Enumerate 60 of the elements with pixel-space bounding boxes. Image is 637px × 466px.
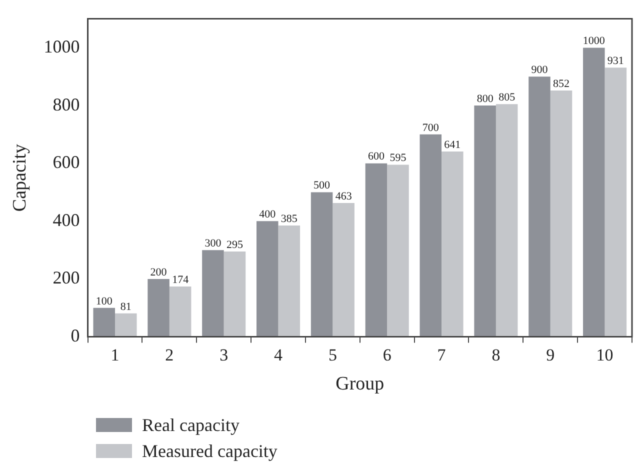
data-label: 641 bbox=[444, 138, 461, 151]
bar bbox=[224, 252, 246, 336]
data-label: 463 bbox=[335, 190, 352, 202]
x-tick-label: 6 bbox=[382, 345, 392, 364]
data-label: 200 bbox=[150, 266, 168, 278]
y-axis-title: Capacity bbox=[9, 144, 30, 212]
data-label: 174 bbox=[172, 274, 190, 286]
legend-label: Real capacity bbox=[142, 414, 240, 436]
x-axis-title: Group bbox=[336, 374, 384, 395]
legend-label: Measured capacity bbox=[142, 440, 278, 462]
bar bbox=[365, 163, 388, 336]
data-label: 800 bbox=[476, 92, 494, 105]
data-label: 385 bbox=[280, 212, 298, 225]
bar bbox=[169, 286, 192, 336]
data-label: 81 bbox=[120, 300, 132, 313]
y-tick-label: 800 bbox=[52, 94, 80, 114]
y-tick-label: 200 bbox=[52, 268, 80, 288]
y-tick-label: 0 bbox=[70, 326, 80, 346]
x-tick-label: 7 bbox=[437, 345, 446, 364]
bar bbox=[332, 202, 354, 336]
data-label: 300 bbox=[204, 237, 222, 250]
x-tick-label: 2 bbox=[165, 345, 174, 364]
bar bbox=[278, 226, 300, 336]
bar bbox=[604, 68, 627, 336]
bar bbox=[528, 76, 550, 336]
bar bbox=[583, 48, 605, 336]
data-label: 900 bbox=[531, 64, 548, 76]
bar bbox=[310, 192, 333, 336]
bar bbox=[474, 106, 496, 336]
data-label: 595 bbox=[390, 152, 407, 164]
data-label: 500 bbox=[314, 180, 331, 192]
x-tick-label: 3 bbox=[220, 345, 228, 364]
data-label: 700 bbox=[422, 122, 440, 134]
bar bbox=[420, 134, 442, 336]
bar bbox=[387, 164, 409, 336]
x-tick-label: 8 bbox=[492, 345, 500, 364]
bar bbox=[256, 221, 278, 336]
x-tick-label: 1 bbox=[110, 345, 120, 364]
data-label: 852 bbox=[553, 78, 570, 90]
x-tick-label: 5 bbox=[328, 345, 337, 364]
bar bbox=[93, 308, 116, 336]
bar bbox=[442, 151, 464, 336]
bar bbox=[550, 90, 572, 336]
data-label: 400 bbox=[259, 208, 276, 221]
y-tick-label: 1000 bbox=[44, 36, 80, 56]
bar bbox=[202, 250, 224, 336]
data-label: 600 bbox=[368, 150, 385, 163]
data-label: 805 bbox=[498, 91, 516, 104]
y-tick-label: 600 bbox=[52, 152, 80, 172]
x-tick-label: 10 bbox=[596, 345, 614, 364]
data-label: 295 bbox=[226, 238, 244, 251]
data-label: 100 bbox=[96, 295, 113, 308]
data-label: 1000 bbox=[582, 35, 606, 48]
bar bbox=[148, 278, 170, 336]
data-label: 931 bbox=[607, 55, 624, 68]
y-tick-label: 400 bbox=[52, 210, 80, 230]
bar bbox=[496, 104, 518, 336]
x-tick-label: 9 bbox=[546, 345, 555, 364]
x-tick-label: 4 bbox=[274, 345, 284, 364]
bar bbox=[115, 313, 137, 336]
